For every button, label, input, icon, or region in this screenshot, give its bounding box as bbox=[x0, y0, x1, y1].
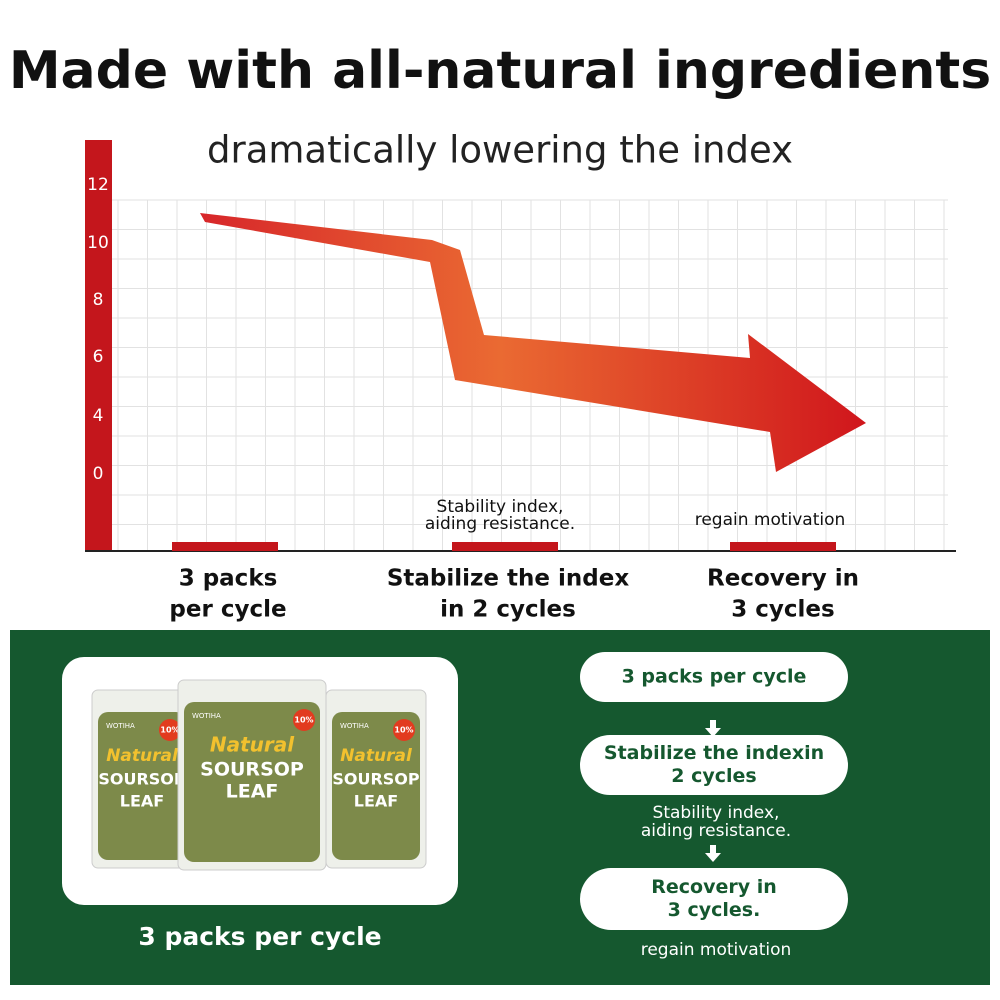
product-name: Natural bbox=[210, 733, 295, 757]
step-box bbox=[580, 735, 848, 795]
product-name: SOURSOP bbox=[200, 759, 304, 781]
arrow-head bbox=[705, 728, 721, 737]
leaves bbox=[98, 712, 186, 860]
step-label: 2 cycles bbox=[671, 765, 756, 787]
brand: WOTIHA bbox=[106, 722, 135, 730]
arrow-shaft bbox=[710, 720, 716, 728]
badge-text: 10% bbox=[160, 726, 179, 735]
stage-label: Stabilize the index bbox=[387, 566, 629, 592]
product-name: Natural bbox=[340, 746, 413, 766]
step-note: Stability index, bbox=[653, 803, 780, 823]
step-label: Recovery in bbox=[651, 876, 777, 898]
badge-text: 10% bbox=[394, 726, 413, 735]
stage-label: per cycle bbox=[169, 597, 286, 623]
step-label: 3 packs per cycle bbox=[622, 666, 807, 688]
steps: 3 packs per cycle Stabilize the indexin2 … bbox=[580, 652, 848, 960]
stage-label: 3 packs bbox=[179, 566, 278, 592]
product-name: LEAF bbox=[354, 792, 398, 811]
product-name: SOURSOP bbox=[332, 770, 420, 789]
trend-arrow bbox=[200, 213, 866, 472]
axis-label: 6 bbox=[93, 347, 104, 367]
step-note: regain motivation bbox=[641, 940, 792, 960]
stage-label: 3 cycles bbox=[731, 597, 834, 623]
step-note: aiding resistance. bbox=[641, 821, 791, 841]
annotation: Stability index, bbox=[437, 497, 564, 517]
leaves bbox=[184, 702, 320, 862]
brand: WOTIHA bbox=[192, 712, 221, 720]
step-box bbox=[580, 652, 848, 702]
stage-marker bbox=[730, 542, 836, 551]
brand: WOTIHA bbox=[340, 722, 369, 730]
step-label: 3 cycles. bbox=[668, 899, 761, 921]
product-name: LEAF bbox=[120, 792, 164, 811]
axis-labels: 12 10 8 6 4 0 bbox=[87, 175, 109, 484]
stage-labels: 3 packs per cycle Stabilize the index in 2 … bbox=[169, 566, 859, 623]
axis-label: 4 bbox=[93, 406, 104, 426]
leaves bbox=[332, 712, 420, 860]
stage-label: Recovery in bbox=[707, 566, 859, 592]
axis-label: 10 bbox=[87, 233, 109, 253]
badge-text: 10% bbox=[294, 716, 313, 725]
stage-label: in 2 cycles bbox=[440, 597, 576, 623]
step-box bbox=[580, 868, 848, 930]
axis-label: 0 bbox=[93, 464, 104, 484]
arrow-shaft bbox=[710, 845, 716, 853]
stage-marker bbox=[452, 542, 558, 551]
title: Made with all-natural ingredients bbox=[9, 41, 991, 101]
product-name: SOURSOP bbox=[98, 770, 186, 789]
product-name: Natural bbox=[106, 746, 179, 766]
step-label: Stabilize the indexin bbox=[604, 742, 824, 764]
product-name: LEAF bbox=[226, 781, 279, 803]
annotation: regain motivation bbox=[695, 510, 846, 530]
stage-marker bbox=[172, 542, 278, 551]
product-caption: 3 packs per cycle bbox=[138, 922, 381, 951]
badge bbox=[393, 719, 415, 741]
badge bbox=[159, 719, 181, 741]
subtitle: dramatically lowering the index bbox=[207, 129, 793, 172]
axis-label: 12 bbox=[87, 175, 109, 195]
badge bbox=[293, 709, 315, 731]
arrow-head bbox=[705, 853, 721, 862]
annotation: aiding resistance. bbox=[425, 514, 575, 534]
axis-label: 8 bbox=[93, 290, 104, 310]
axis-bar bbox=[85, 140, 112, 552]
